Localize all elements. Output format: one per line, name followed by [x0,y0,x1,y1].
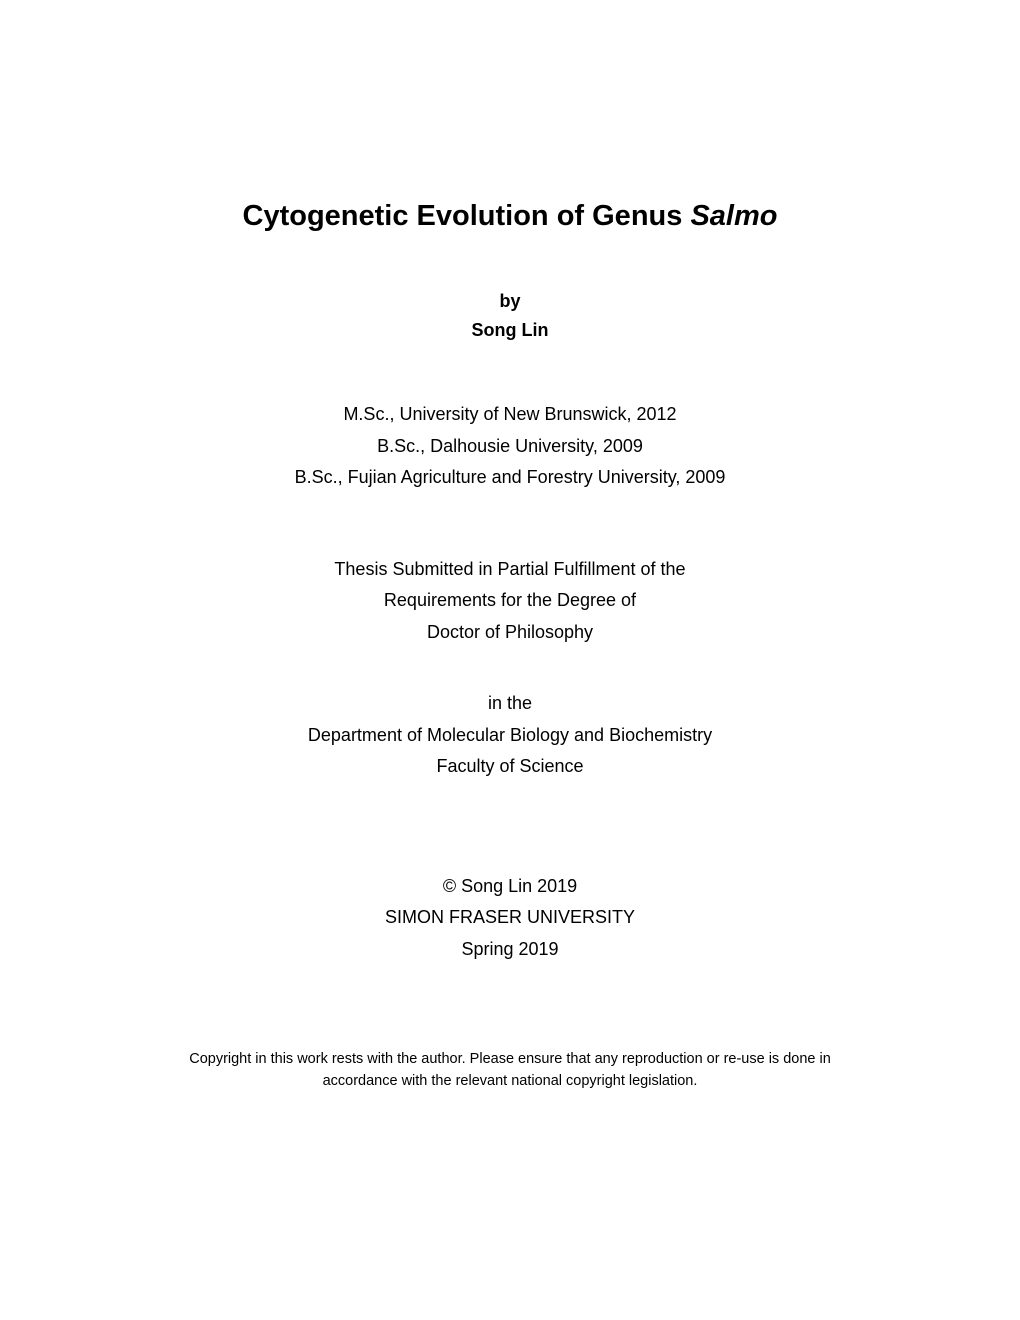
copyright-line: © Song Lin 2019 [385,871,635,903]
copyright-block: © Song Lin 2019 SIMON FRASER UNIVERSITY … [385,871,635,966]
dept-line: Faculty of Science [308,751,712,783]
thesis-line: Thesis Submitted in Partial Fulfillment … [334,554,685,586]
credential-line: M.Sc., University of New Brunswick, 2012 [295,399,726,431]
credentials-block: M.Sc., University of New Brunswick, 2012… [295,399,726,494]
thesis-statement-block: Thesis Submitted in Partial Fulfillment … [334,554,685,649]
department-block: in the Department of Molecular Biology a… [308,688,712,783]
dept-line: in the [308,688,712,720]
title-italic-part: Salmo [690,200,777,232]
by-label: by [499,291,520,312]
credential-line: B.Sc., Dalhousie University, 2009 [295,431,726,463]
title-part1: Cytogenetic Evolution of Genus [243,200,691,232]
copyright-line: Spring 2019 [385,934,635,966]
copyright-notice: Copyright in this work rests with the au… [170,1049,850,1093]
credential-line: B.Sc., Fujian Agriculture and Forestry U… [295,462,726,494]
dept-line: Department of Molecular Biology and Bioc… [308,720,712,752]
thesis-title: Cytogenetic Evolution of Genus Salmo [243,200,778,233]
author-name: Song Lin [472,320,549,341]
thesis-line: Requirements for the Degree of [334,585,685,617]
copyright-line: SIMON FRASER UNIVERSITY [385,902,635,934]
thesis-line: Doctor of Philosophy [334,617,685,649]
